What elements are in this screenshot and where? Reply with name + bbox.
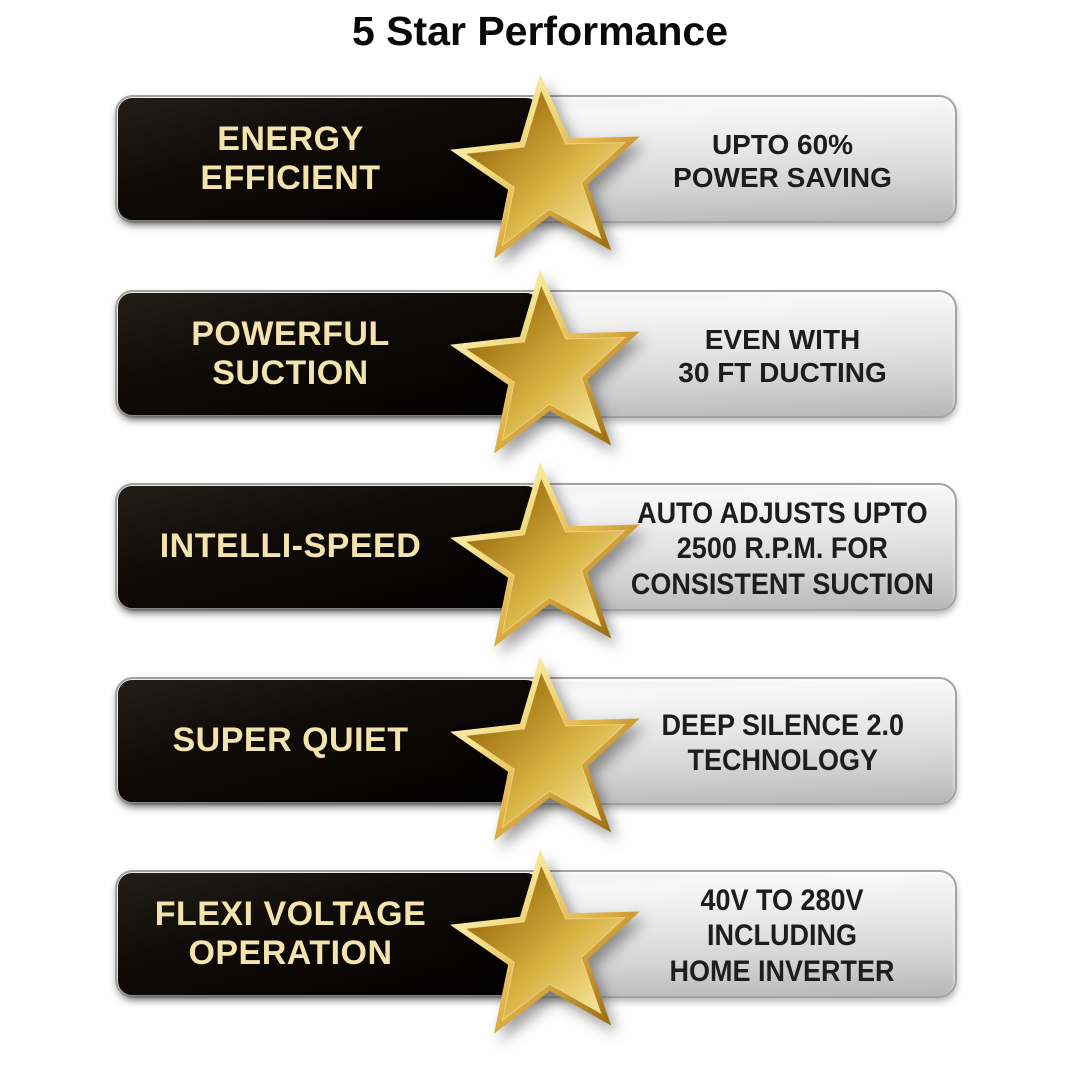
benefit-text: UPTO 60% POWER SAVING xyxy=(673,128,892,193)
feature-text-wrap: ENERGY EFFICIENT xyxy=(118,98,463,220)
feature-text: POWERFUL SUCTION xyxy=(191,314,390,392)
gold-star-icon xyxy=(450,462,640,647)
feature-text: ENERGY EFFICIENT xyxy=(200,119,381,197)
gold-star-icon xyxy=(450,269,640,454)
benefit-text: DEEP SILENCE 2.0 TECHNOLOGY xyxy=(661,708,904,777)
feature-row-powerful-suction: EVEN WITH 30 FT DUCTING POWERFUL SUCTION xyxy=(115,269,957,454)
feature-text-wrap: FLEXI VOLTAGE OPERATION xyxy=(118,873,463,995)
benefit-text-wrap: UPTO 60% POWER SAVING xyxy=(622,97,943,225)
benefit-text-wrap: EVEN WITH 30 FT DUCTING xyxy=(622,292,943,420)
feature-text: SUPER QUIET xyxy=(172,721,409,760)
benefit-text-wrap: DEEP SILENCE 2.0 TECHNOLOGY xyxy=(622,679,943,807)
benefit-text-wrap: 40V TO 280V INCLUDING HOME INVERTER xyxy=(622,872,943,1000)
feature-text-wrap: SUPER QUIET xyxy=(118,680,463,802)
feature-text: INTELLI-SPEED xyxy=(159,527,422,566)
page-title: 5 Star Performance xyxy=(351,8,728,54)
gold-star-icon xyxy=(450,656,640,841)
benefit-text: EVEN WITH 30 FT DUCTING xyxy=(678,323,887,388)
feature-text-wrap: INTELLI-SPEED xyxy=(118,486,463,608)
feature-row-energy-efficient: UPTO 60% POWER SAVING ENERGY EFFICIENT xyxy=(115,74,957,259)
gold-star-icon xyxy=(450,849,640,1034)
feature-box: FLEXI VOLTAGE OPERATION xyxy=(118,873,540,995)
feature-text-wrap: POWERFUL SUCTION xyxy=(118,293,463,415)
feature-text: FLEXI VOLTAGE OPERATION xyxy=(154,894,427,972)
benefit-text: AUTO ADJUSTS UPTO 2500 R.P.M. FOR CONSIS… xyxy=(630,496,935,601)
feature-row-intelli-speed: AUTO ADJUSTS UPTO 2500 R.P.M. FOR CONSIS… xyxy=(115,462,957,647)
gold-star-icon xyxy=(450,74,640,259)
feature-row-flexi-voltage: 40V TO 280V INCLUDING HOME INVERTER FLEX… xyxy=(115,849,957,1034)
benefit-text-wrap: AUTO ADJUSTS UPTO 2500 R.P.M. FOR CONSIS… xyxy=(622,485,943,613)
benefit-text: 40V TO 280V INCLUDING HOME INVERTER xyxy=(669,883,896,988)
feature-row-super-quiet: DEEP SILENCE 2.0 TECHNOLOGY SUPER QUIET xyxy=(115,656,957,841)
